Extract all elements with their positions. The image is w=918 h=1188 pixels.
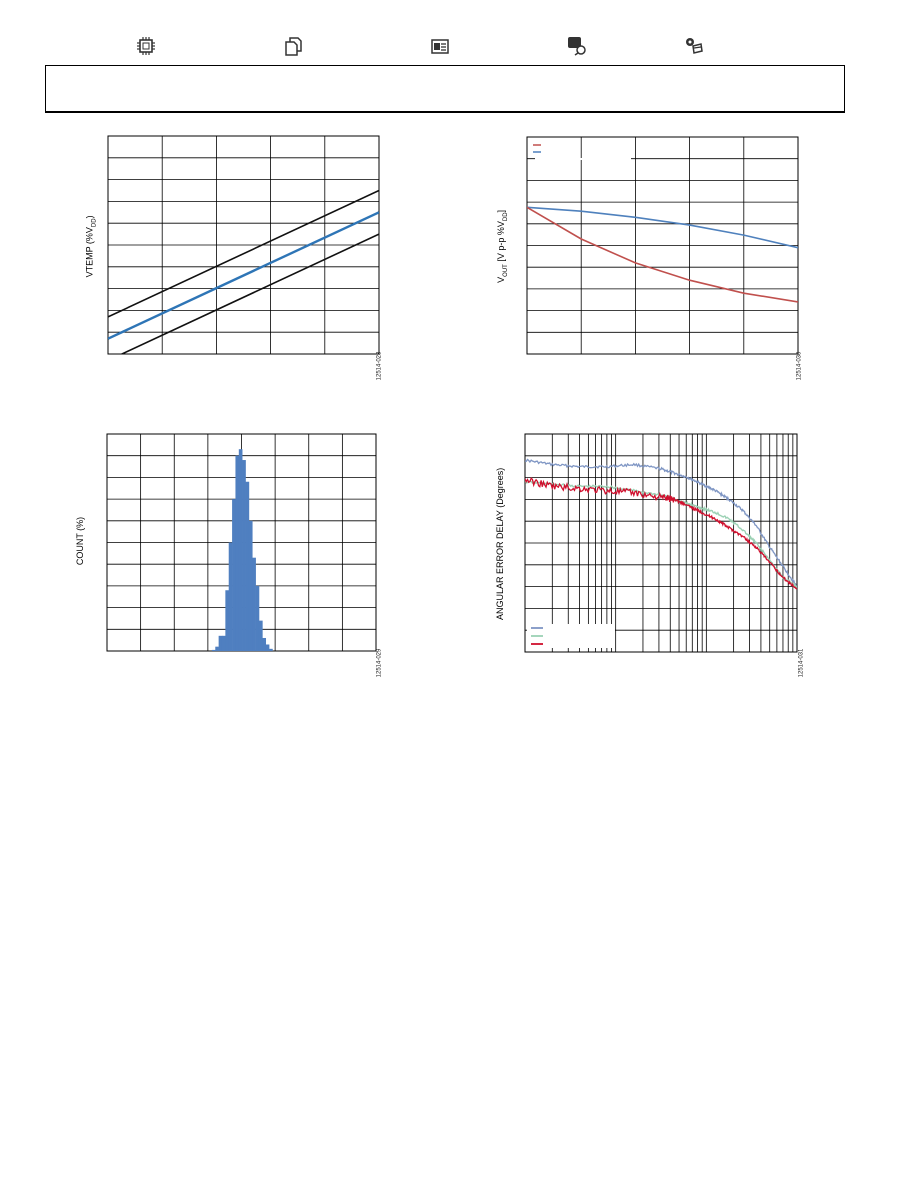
documents-icon[interactable]: [283, 36, 303, 56]
histogram-bar: [269, 648, 273, 651]
series-line: [527, 206, 798, 249]
histogram-bar: [248, 520, 253, 651]
histogram-bar: [258, 620, 263, 651]
histogram-bar: [211, 649, 216, 651]
histogram-bar: [221, 635, 226, 651]
series-line: [527, 206, 798, 303]
header-box: [45, 65, 845, 113]
histogram-bar: [265, 644, 270, 651]
histogram-bar: [238, 449, 243, 651]
series-line: [525, 477, 797, 590]
histogram-bar: [232, 499, 236, 651]
series-line: [108, 189, 379, 318]
histogram-bar: [215, 646, 219, 651]
histogram-bar: [228, 542, 233, 651]
histogram-bar: [242, 460, 246, 651]
histogram-bar: [262, 637, 267, 651]
series-line: [108, 211, 379, 340]
series-line: [120, 233, 379, 354]
histogram-bar: [225, 590, 230, 651]
chart4-figure-id: 12514-031: [798, 648, 805, 678]
histogram-bar: [245, 481, 250, 651]
series-line: [525, 458, 797, 588]
histogram-bar: [218, 635, 223, 651]
sample-buy-icon[interactable]: [684, 36, 704, 56]
histogram-bar: [255, 585, 260, 651]
reference-design-icon[interactable]: [430, 36, 450, 56]
series-line: [525, 480, 797, 588]
chip-icon[interactable]: [136, 36, 156, 56]
histogram-bar: [252, 557, 256, 651]
support-icon[interactable]: [567, 36, 587, 56]
histogram-bar: [235, 455, 240, 651]
